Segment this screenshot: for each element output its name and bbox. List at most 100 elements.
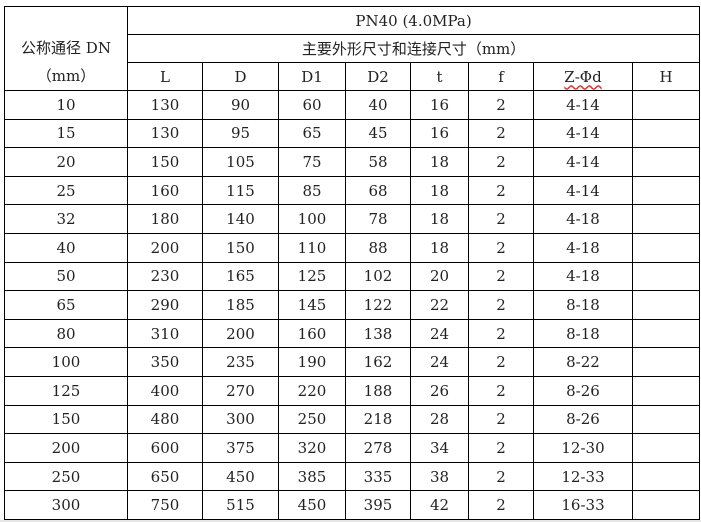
table-cell: 4-18 xyxy=(533,232,633,263)
table-cell: 8-26 xyxy=(533,404,633,435)
table-cell xyxy=(631,118,701,149)
table-cell: 4-14 xyxy=(533,118,633,149)
table-cell: 2 xyxy=(468,147,534,177)
table-cell: 8-22 xyxy=(533,347,633,377)
table-cell: 162 xyxy=(345,347,411,377)
table-cell: 16 xyxy=(410,118,469,149)
table-cell: 4-18 xyxy=(533,261,633,292)
table-row: 300 750 515 450 395 42 2 16-33 xyxy=(4,490,701,520)
column-header: L xyxy=(127,62,203,91)
table-cell xyxy=(631,347,701,377)
table-cell xyxy=(631,90,701,120)
table-cell: 2 xyxy=(468,290,534,320)
table-row: 125 400 270 220 188 26 2 8-26 xyxy=(4,375,701,406)
table-cell: 4-14 xyxy=(533,147,633,177)
table-cell: 235 xyxy=(202,347,279,377)
table-cell: 165 xyxy=(202,261,279,292)
table-row: 10 130 90 60 40 16 2 4-14 xyxy=(4,90,701,120)
table-cell xyxy=(631,175,701,206)
table-cell xyxy=(631,433,701,463)
table-cell: 335 xyxy=(345,461,411,492)
table-cell: 4-14 xyxy=(533,90,633,120)
table-cell: 85 xyxy=(278,175,346,206)
table-cell: 250 xyxy=(278,404,346,435)
table-cell: 188 xyxy=(345,375,411,406)
table-cell: 190 xyxy=(278,347,346,377)
table-cell xyxy=(631,204,701,234)
column-header: D xyxy=(202,62,279,91)
column-header-label: D2 xyxy=(367,67,389,86)
table-row: 150 480 300 250 218 28 2 8-26 xyxy=(4,404,701,435)
table-row: 200 600 375 320 278 34 2 12-30 xyxy=(4,433,701,463)
table-cell: 102 xyxy=(345,261,411,292)
table-cell: 10 xyxy=(4,90,128,120)
table-row: 250 650 450 385 335 38 2 12-33 xyxy=(4,461,701,492)
column-header-label: D1 xyxy=(301,67,323,86)
table-cell: 250 xyxy=(4,461,128,492)
dn-header: 公称通径 DN （mm） xyxy=(4,6,128,91)
table-cell: 100 xyxy=(278,204,346,234)
table-cell: 2 xyxy=(468,375,534,406)
table-cell: 2 xyxy=(468,404,534,435)
header-row-pressure: 公称通径 DN （mm） PN40 (4.0MPa) xyxy=(4,6,701,91)
table-cell: 8-18 xyxy=(533,318,633,349)
table-cell: 140 xyxy=(202,204,279,234)
table-cell: 200 xyxy=(127,232,203,263)
table-cell: 45 xyxy=(345,118,411,149)
table-cell: 8-18 xyxy=(533,290,633,320)
table-cell: 310 xyxy=(127,318,203,349)
table-cell: 395 xyxy=(345,490,411,520)
table-cell: 38 xyxy=(410,461,469,492)
table-cell: 24 xyxy=(410,347,469,377)
dimension-table: 公称通径 DN （mm） PN40 (4.0MPa) 主要外形尺寸和连接尺寸（m… xyxy=(4,6,701,520)
table-cell: 375 xyxy=(202,433,279,463)
column-header: D2 xyxy=(345,62,411,91)
table-cell xyxy=(631,375,701,406)
table-cell: 18 xyxy=(410,204,469,234)
table-cell: 20 xyxy=(410,261,469,292)
table-cell: 80 xyxy=(4,318,128,349)
table-cell: 22 xyxy=(410,290,469,320)
table-cell: 18 xyxy=(410,147,469,177)
table-cell xyxy=(631,290,701,320)
table-cell: 145 xyxy=(278,290,346,320)
dn-header-label: 公称通径 DN xyxy=(21,39,111,57)
table-cell: 18 xyxy=(410,175,469,206)
table-cell: 450 xyxy=(202,461,279,492)
table-cell: 65 xyxy=(4,290,128,320)
table-cell: 2 xyxy=(468,118,534,149)
table-cell: 2 xyxy=(468,461,534,492)
table-cell: 28 xyxy=(410,404,469,435)
table-cell: 2 xyxy=(468,232,534,263)
column-header: f xyxy=(468,62,534,91)
table-cell: 138 xyxy=(345,318,411,349)
table-row: 40 200 150 110 88 18 2 4-18 xyxy=(4,232,701,263)
bottom-strip xyxy=(0,520,701,522)
column-header-label: t xyxy=(436,67,443,86)
table-cell: 50 xyxy=(4,261,128,292)
table-cell: 40 xyxy=(345,90,411,120)
table-cell: 180 xyxy=(127,204,203,234)
table-cell: 78 xyxy=(345,204,411,234)
table-cell: 2 xyxy=(468,175,534,206)
table-row: 65 290 185 145 122 22 2 8-18 xyxy=(4,290,701,320)
table-cell: 230 xyxy=(127,261,203,292)
table-cell: 125 xyxy=(4,375,128,406)
column-header-row: L D D1 D2 t f Z-Φd H xyxy=(5,62,701,91)
table-cell: 75 xyxy=(278,147,346,177)
table-cell: 320 xyxy=(278,433,346,463)
table-cell: 58 xyxy=(345,147,411,177)
table-cell: 115 xyxy=(202,175,279,206)
table-cell: 515 xyxy=(202,490,279,520)
column-header: H xyxy=(631,62,701,91)
table-cell xyxy=(631,261,701,292)
table-cell: 2 xyxy=(468,90,534,120)
table-cell xyxy=(631,318,701,349)
table-cell xyxy=(631,404,701,435)
table-cell: 2 xyxy=(468,318,534,349)
column-header: t xyxy=(410,62,469,91)
table-cell: 42 xyxy=(410,490,469,520)
table-cell: 300 xyxy=(4,490,128,520)
table-row: 20 150 105 75 58 18 2 4-14 xyxy=(4,147,701,177)
table-row: 15 130 95 65 45 16 2 4-14 xyxy=(4,118,701,149)
